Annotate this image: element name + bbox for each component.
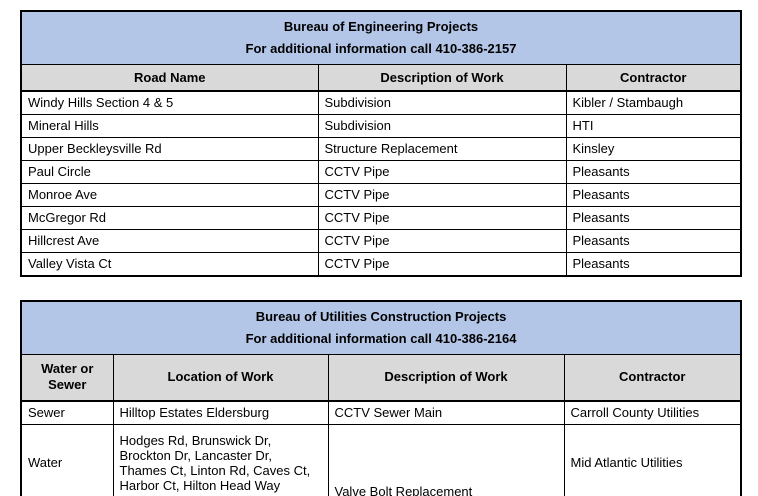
table-row: Valley Vista Ct CCTV Pipe Pleasants <box>20 252 742 277</box>
table-cell: Mid Atlantic Utilities <box>563 424 742 496</box>
table-row: Hillcrest Ave CCTV Pipe Pleasants <box>20 229 742 253</box>
table-cell: Pleasants <box>565 252 742 277</box>
table-cell: Upper Beckleysville Rd <box>20 137 319 161</box>
table-row: Monroe Ave CCTV Pipe Pleasants <box>20 183 742 207</box>
table-cell: Valley Vista Ct <box>20 252 319 277</box>
utilities-construction-table: Bureau of Utilities Construction Project… <box>20 300 743 496</box>
table-cell: Hodges Rd, Brunswick Dr, Brockton Dr, La… <box>112 424 329 496</box>
table-cell: Water <box>20 424 114 496</box>
table-cell: CCTV Pipe <box>317 183 567 207</box>
engineering-column-header-row: Road Name Description of Work Contractor <box>20 64 742 92</box>
table-cell: Hillcrest Ave <box>20 229 319 253</box>
utilities-column-header-row: Water or Sewer Location of Work Descript… <box>20 354 742 402</box>
table-cell: Kinsley <box>565 137 742 161</box>
table-cell: Pleasants <box>565 183 742 207</box>
table-cell: Hilltop Estates Eldersburg <box>112 400 329 425</box>
table-row: Paul Circle CCTV Pipe Pleasants <box>20 160 742 184</box>
table-row: Upper Beckleysville Rd Structure Replace… <box>20 137 742 161</box>
table-cell: Windy Hills Section 4 & 5 <box>20 90 319 115</box>
engineering-title-band: Bureau of Engineering Projects For addit… <box>20 10 742 65</box>
table-cell: Pleasants <box>565 160 742 184</box>
table-cell: Sewer <box>20 400 114 425</box>
column-header-location-of-work: Location of Work <box>112 354 329 402</box>
column-header-road-name: Road Name <box>20 64 319 92</box>
table-row: Windy Hills Section 4 & 5 Subdivision Ki… <box>20 90 742 115</box>
table-cell: CCTV Pipe <box>317 206 567 230</box>
column-header-water-or-sewer: Water or Sewer <box>20 354 114 402</box>
table-cell: Mineral Hills <box>20 114 319 138</box>
engineering-title-row: Bureau of Engineering Projects For addit… <box>20 10 742 65</box>
column-header-contractor: Contractor <box>563 354 742 402</box>
column-header-contractor: Contractor <box>565 64 742 92</box>
table-cell: McGregor Rd <box>20 206 319 230</box>
table-cell: Subdivision <box>317 90 567 115</box>
column-header-description-of-work: Description of Work <box>327 354 565 402</box>
table-cell: CCTV Pipe <box>317 229 567 253</box>
table-subtitle: For additional information call 410-386-… <box>245 41 517 56</box>
utilities-title-row: Bureau of Utilities Construction Project… <box>20 300 742 355</box>
table-title: Bureau of Engineering Projects <box>283 19 479 34</box>
table-cell: Valve Bolt Replacement <box>327 424 565 496</box>
table-cell: CCTV Pipe <box>317 160 567 184</box>
table-row: McGregor Rd CCTV Pipe Pleasants <box>20 206 742 230</box>
table-row: Water Hodges Rd, Brunswick Dr, Brockton … <box>20 424 742 496</box>
table-cell: Subdivision <box>317 114 567 138</box>
table-cell: Pleasants <box>565 229 742 253</box>
table-cell: HTI <box>565 114 742 138</box>
table-cell: Structure Replacement <box>317 137 567 161</box>
table-cell: CCTV Sewer Main <box>327 400 565 425</box>
column-header-description-of-work: Description of Work <box>317 64 567 92</box>
engineering-projects-table: Bureau of Engineering Projects For addit… <box>20 10 742 277</box>
table-cell: Carroll County Utilities <box>563 400 742 425</box>
table-cell: Paul Circle <box>20 160 319 184</box>
table-title: Bureau of Utilities Construction Project… <box>255 309 507 324</box>
table-cell: Monroe Ave <box>20 183 319 207</box>
table-row: Sewer Hilltop Estates Eldersburg CCTV Se… <box>20 400 742 425</box>
table-cell: Kibler / Stambaugh <box>565 90 742 115</box>
table-cell: CCTV Pipe <box>317 252 567 277</box>
table-row: Mineral Hills Subdivision HTI <box>20 114 742 138</box>
table-subtitle: For additional information call 410-386-… <box>245 331 517 346</box>
utilities-title-band: Bureau of Utilities Construction Project… <box>20 300 742 355</box>
table-gap <box>20 277 740 300</box>
table-cell: Pleasants <box>565 206 742 230</box>
